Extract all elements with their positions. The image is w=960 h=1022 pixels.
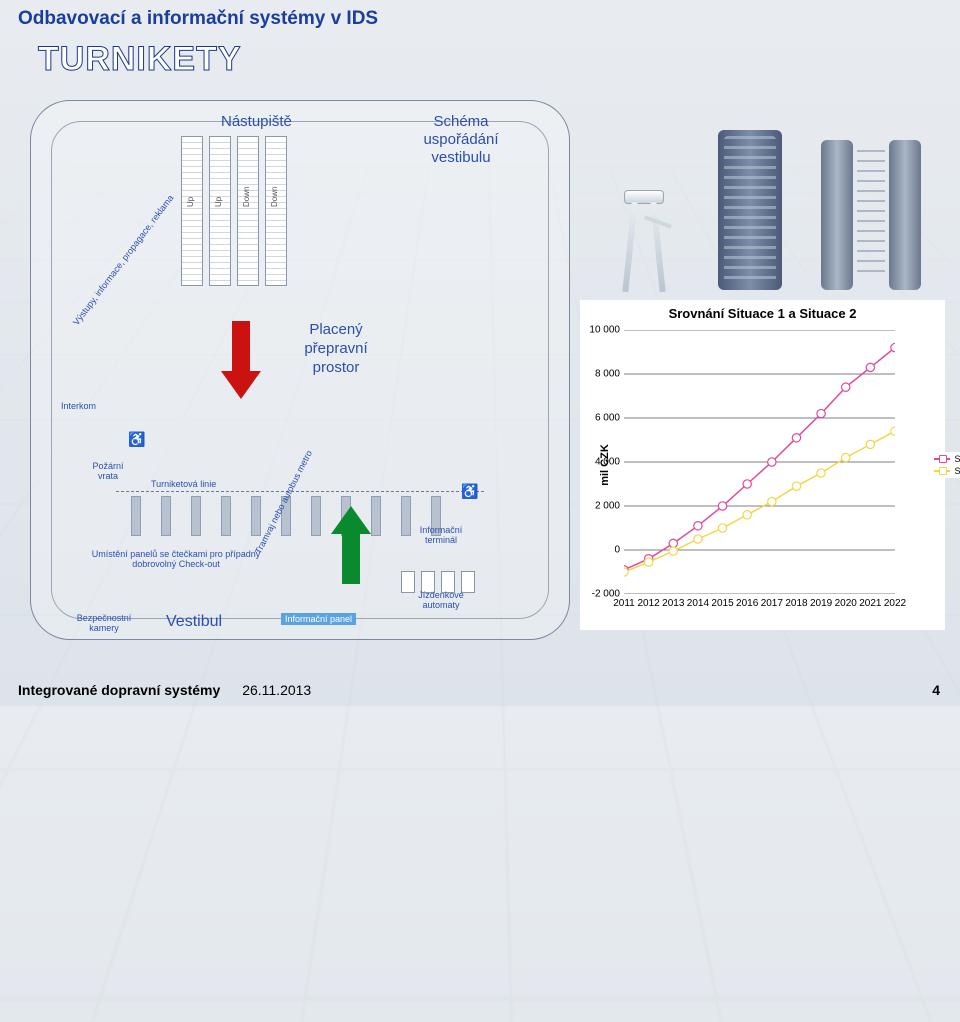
chart-plot: -2 00002 0004 0006 0008 00010 0002011201…: [624, 330, 895, 594]
chart-xtick: 2015: [711, 598, 733, 609]
gate: [131, 496, 141, 536]
chart-xtick: 2014: [687, 598, 709, 609]
gate: [311, 496, 321, 536]
gate: [251, 496, 261, 536]
label-schema: Schéma uspořádání vestibulu: [401, 113, 521, 167]
label-bezpecnostni: Bezpečnostní kamery: [69, 613, 139, 633]
gate: [221, 496, 231, 536]
turnstile-products: [590, 90, 940, 290]
escalator: Down: [237, 136, 259, 286]
arrow-down-icon: [221, 321, 261, 401]
page-title: TURNIKETY: [38, 40, 242, 79]
tripod-turnstile: [609, 190, 679, 290]
label-jizdenkove: Jízdenkové automaty: [411, 590, 471, 610]
page-number: 4: [932, 682, 940, 698]
gate: [371, 496, 381, 536]
label-info-panel: Informační panel: [281, 613, 356, 625]
wheelchair-icon: ♿: [128, 431, 145, 448]
escalator: Up: [209, 136, 231, 286]
label-umisteni: Umístění panelů se čtečkami pro případný…: [91, 549, 261, 569]
label-turniketova: Turniketová linie: [151, 479, 216, 489]
chart-ytick: 8 000: [595, 369, 620, 380]
chart-xtick: 2011: [613, 598, 635, 609]
footer-date: 26.11.2013: [242, 682, 311, 698]
label-nastupiste: Nástupiště: [221, 113, 292, 130]
chart-xtick: 2022: [884, 598, 906, 609]
chart-ytick: 10 000: [589, 325, 620, 336]
chart-ytick: 0: [614, 545, 620, 556]
turnstile-line: [116, 491, 484, 492]
full-height-turnstile: [718, 130, 782, 290]
footer-text: Integrované dopravní systémy: [18, 682, 220, 698]
label-pozarni: Požární vrata: [83, 461, 133, 481]
chart-xtick: 2016: [736, 598, 758, 609]
chart-xtick: 2018: [785, 598, 807, 609]
chart-ytick: 4 000: [595, 457, 620, 468]
chart-xtick: 2017: [761, 598, 783, 609]
legend-item: Situace 1: [934, 454, 960, 464]
gate-turnstile: [821, 140, 921, 290]
chart-xtick: 2012: [638, 598, 660, 609]
chart-xtick: 2013: [662, 598, 684, 609]
chart-xtick: 2020: [835, 598, 857, 609]
escalator: Up: [181, 136, 203, 286]
gate: [161, 496, 171, 536]
label-info-terminal: Informační terminál: [411, 525, 471, 545]
arrow-up-icon: [331, 506, 371, 586]
chart-title: Srovnání Situace 1 a Situace 2: [580, 306, 945, 321]
label-placeny: Placený přepravní prostor: [281, 321, 391, 377]
page-subtitle: Odbavovací a informační systémy v IDS: [18, 8, 378, 30]
gate: [191, 496, 201, 536]
chart-xtick: 2021: [859, 598, 881, 609]
chart-xtick: 2019: [810, 598, 832, 609]
comparison-chart: Srovnání Situace 1 a Situace 2 mil CZK -…: [580, 300, 945, 630]
escalator: Down: [265, 136, 287, 286]
label-vestibul: Vestibul: [166, 613, 222, 631]
gate: [401, 496, 411, 536]
schematic-panel: Nástupiště Schéma uspořádání vestibulu U…: [30, 100, 570, 640]
chart-legend: Situace 1 Situace 2: [934, 452, 960, 478]
footer: Integrované dopravní systémy 26.11.2013: [18, 682, 311, 698]
wheelchair-icon: ♿: [461, 483, 478, 500]
escalators: Up Up Down Down: [181, 136, 287, 286]
chart-ytick: 6 000: [595, 413, 620, 424]
legend-item: Situace 2: [934, 466, 960, 476]
label-interkom: Interkom: [61, 401, 96, 411]
chart-ytick: 2 000: [595, 501, 620, 512]
